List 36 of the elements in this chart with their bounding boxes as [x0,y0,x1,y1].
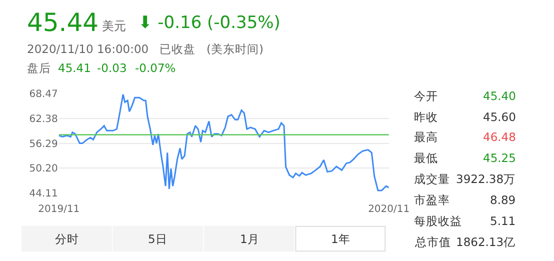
text: 今开 [414,89,438,103]
text: 每股收益 [414,214,462,228]
text: 1月 [240,232,260,246]
text: 美元 [102,19,126,33]
y-tick-label: 62.38 [29,114,58,126]
text: 45.60 [483,110,516,124]
text: -0.03 [97,61,127,75]
x-tick-label: 2019/11 [38,204,80,215]
text: 最高 [414,130,438,144]
line-series [58,94,389,192]
text: 盘后 [27,61,51,75]
text: 成交量 [414,172,450,186]
text: 总市值 [414,235,451,249]
text: 5.11 [490,214,516,228]
text: 46.48 [483,130,516,144]
text: 45.41 [58,61,91,75]
text: 市盈率 [414,193,450,207]
x-tick-label: 2020/11 [368,204,410,215]
text: 3922.38万 [456,172,516,186]
text: 45.40 [483,89,516,103]
text: 最低 [414,151,438,165]
text: 分时 [55,232,79,246]
y-tick-label: 68.47 [29,89,58,100]
text: 2020/11/10 16:00:00 已收盘 (美东时间) [27,42,264,56]
text: 1年 [331,232,350,246]
y-tick-label: 56.29 [29,138,58,150]
text: 45.25 [483,151,516,165]
text: ⬇ -0.16 (-0.35%) [138,13,280,33]
text: 昨收 [414,110,438,124]
text: 8.89 [490,193,516,207]
text: 45.44 [27,8,99,37]
text: 5日 [148,232,168,246]
y-tick-label: 50.20 [29,164,58,175]
text: 1862.13亿 [456,235,516,249]
y-tick-label: 44.11 [29,188,58,200]
text: -0.07% [135,61,176,75]
